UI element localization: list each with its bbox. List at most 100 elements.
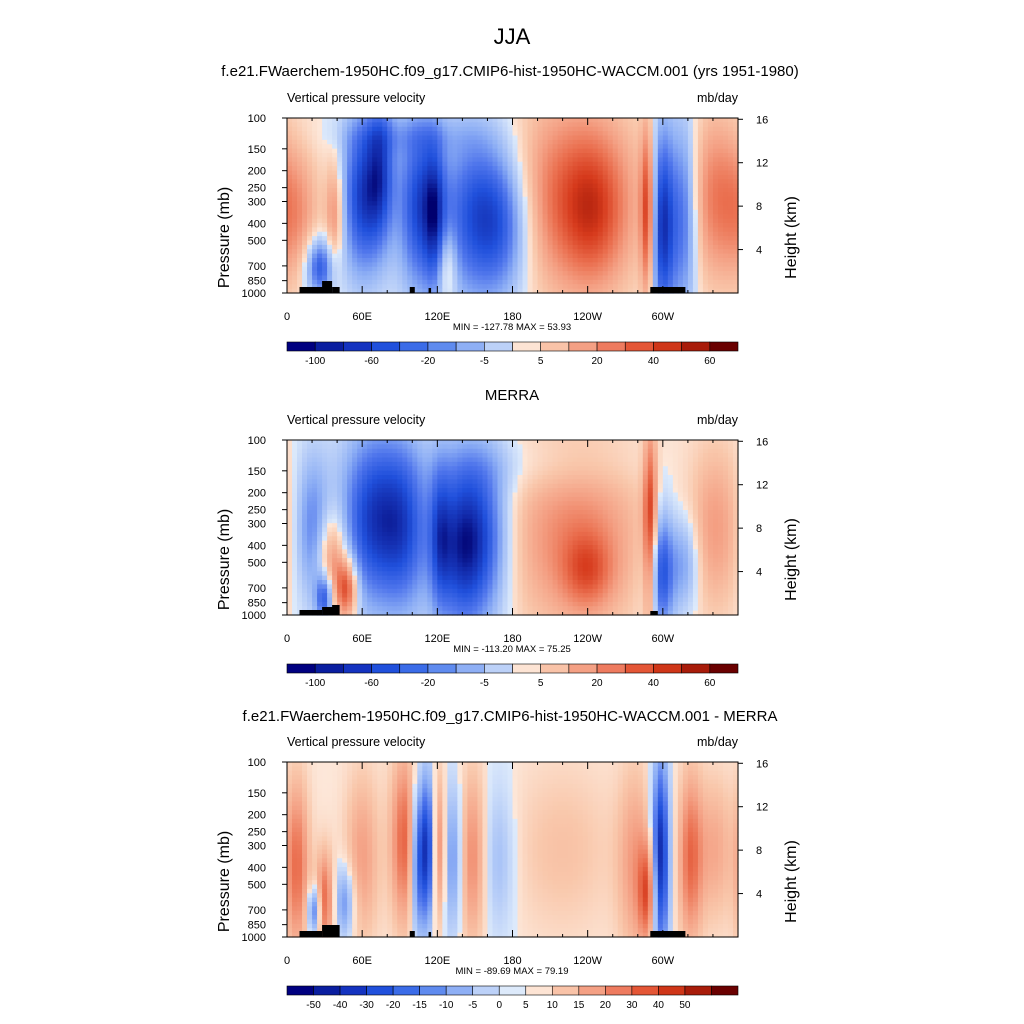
colorbar-box — [399, 341, 429, 352]
pressure-tick-label: 850 — [248, 276, 266, 288]
y-axis-title: Pressure (mb) — [216, 509, 233, 610]
x-tick-label: 180 — [503, 311, 521, 323]
topography-4 — [428, 932, 432, 937]
colorbar-box — [427, 341, 457, 352]
pressure-tick-label: 400 — [248, 862, 266, 874]
colorbar-box — [658, 985, 686, 996]
topography-3 — [332, 605, 340, 615]
colorbar-box — [512, 663, 541, 674]
variable-label: Vertical pressure velocity — [287, 413, 426, 427]
colorbar-label: -20 — [421, 356, 436, 367]
y2-axis-title: Height (km) — [783, 196, 800, 279]
colorbar-box — [498, 985, 527, 996]
colorbar-label: 5 — [523, 1000, 529, 1011]
topography-4 — [650, 611, 658, 615]
x-tick-label: 0 — [284, 955, 290, 967]
colorbar-label: -5 — [468, 1000, 477, 1011]
y-axis-title: Pressure (mb) — [216, 831, 233, 932]
x-tick-label: 0 — [284, 311, 290, 323]
height-tick-label: 12 — [756, 480, 768, 492]
pressure-tick-label: 500 — [248, 235, 266, 247]
min-max-label: MIN = -127.78 MAX = 53.93 — [453, 322, 571, 333]
colorbar-box — [484, 341, 513, 352]
x-tick-label: 60W — [652, 633, 675, 645]
colorbar-box — [711, 985, 739, 996]
pressure-tick-label: 200 — [248, 810, 266, 822]
colorbar-label: -30 — [359, 1000, 374, 1011]
colorbar-label: 15 — [573, 1000, 585, 1011]
colorbar-box — [343, 663, 372, 674]
colorbar-label: -100 — [305, 356, 325, 367]
topography-5 — [650, 931, 686, 937]
y2-axis-title: Height (km) — [783, 840, 800, 923]
x-tick-label: 180 — [503, 633, 521, 645]
colorbar: -50 -40 -30 -20 -15 -10 -5 0 5 10 15 20 30 40 50 — [286, 985, 739, 1011]
pressure-tick-label: 250 — [248, 505, 266, 517]
variable-label: Vertical pressure velocity — [287, 735, 426, 749]
pressure-tick-label: 400 — [248, 218, 266, 230]
colorbar-label: -50 — [306, 1000, 321, 1011]
colorbar-label: 10 — [547, 1000, 559, 1011]
colorbar-box — [313, 985, 341, 996]
units-label: mb/day — [697, 735, 739, 749]
colorbar-box — [472, 985, 500, 996]
colorbar-box — [343, 341, 372, 352]
contour-field — [287, 118, 739, 294]
pressure-tick-label: 500 — [248, 879, 266, 891]
colorbar-box — [392, 985, 420, 996]
colorbar-box — [709, 341, 739, 352]
colorbar-box — [568, 663, 598, 674]
topography-2 — [322, 607, 338, 615]
colorbar-box — [681, 341, 711, 352]
colorbar-box — [484, 663, 513, 674]
x-tick-label: 60W — [652, 311, 675, 323]
x-tick-label: 120W — [573, 633, 602, 645]
colorbar-box — [596, 341, 626, 352]
colorbar-box — [709, 663, 739, 674]
panel-title: f.e21.FWaerchem-1950HC.f09_g17.CMIP6-his… — [243, 708, 778, 725]
variable-label: Vertical pressure velocity — [287, 91, 426, 105]
height-tick-label: 4 — [756, 567, 762, 579]
contour-field — [287, 762, 739, 938]
pressure-tick-label: 700 — [248, 905, 266, 917]
x-tick-label: 120E — [424, 955, 450, 967]
height-tick-label: 8 — [756, 201, 762, 213]
colorbar-box — [419, 985, 447, 996]
pressure-tick-label: 150 — [248, 788, 266, 800]
units-label: mb/day — [697, 413, 739, 427]
pressure-tick-label: 400 — [248, 540, 266, 552]
colorbar-label: 40 — [648, 356, 660, 367]
x-tick-label: 60W — [652, 955, 675, 967]
colorbar-box — [366, 985, 394, 996]
pressure-tick-label: 1000 — [242, 610, 266, 622]
colorbar-box — [445, 985, 474, 996]
min-max-label: MIN = -89.69 MAX = 79.19 — [455, 966, 568, 977]
height-tick-label: 12 — [756, 158, 768, 170]
height-tick-label: 4 — [756, 245, 762, 257]
colorbar-box — [624, 663, 654, 674]
units-label: mb/day — [697, 91, 739, 105]
colorbar-label: -60 — [364, 356, 379, 367]
panel-title: f.e21.FWaerchem-1950HC.f09_g17.CMIP6-his… — [221, 63, 798, 80]
y2-axis-title: Height (km) — [783, 518, 800, 601]
x-tick-label: 120E — [424, 311, 450, 323]
min-max-label: MIN = -113.20 MAX = 75.25 — [453, 644, 571, 655]
panels: f.e21.FWaerchem-1950HC.f09_g17.CMIP6-his… — [216, 63, 800, 1011]
pressure-tick-label: 500 — [248, 557, 266, 569]
height-tick-label: 16 — [756, 114, 768, 126]
colorbar: -100 -60 -20 -5 5 20 40 60 — [286, 341, 739, 367]
colorbar: -100 -60 -20 -5 5 20 40 60 — [286, 663, 739, 689]
colorbar-label: -10 — [439, 1000, 454, 1011]
panel-2: MERRA Vertical pressure velocity mb/day 100… — [216, 387, 800, 689]
pressure-tick-label: 150 — [248, 466, 266, 478]
colorbar-label: -20 — [421, 678, 436, 689]
colorbar-box — [286, 663, 316, 674]
colorbar-box — [568, 341, 598, 352]
figure-title: JJA — [494, 24, 531, 49]
colorbar-label: -5 — [480, 356, 489, 367]
pressure-tick-label: 1000 — [242, 932, 266, 944]
colorbar-box — [605, 985, 633, 996]
height-tick-label: 16 — [756, 436, 768, 448]
colorbar-box — [427, 663, 457, 674]
colorbar-label: 20 — [592, 678, 604, 689]
